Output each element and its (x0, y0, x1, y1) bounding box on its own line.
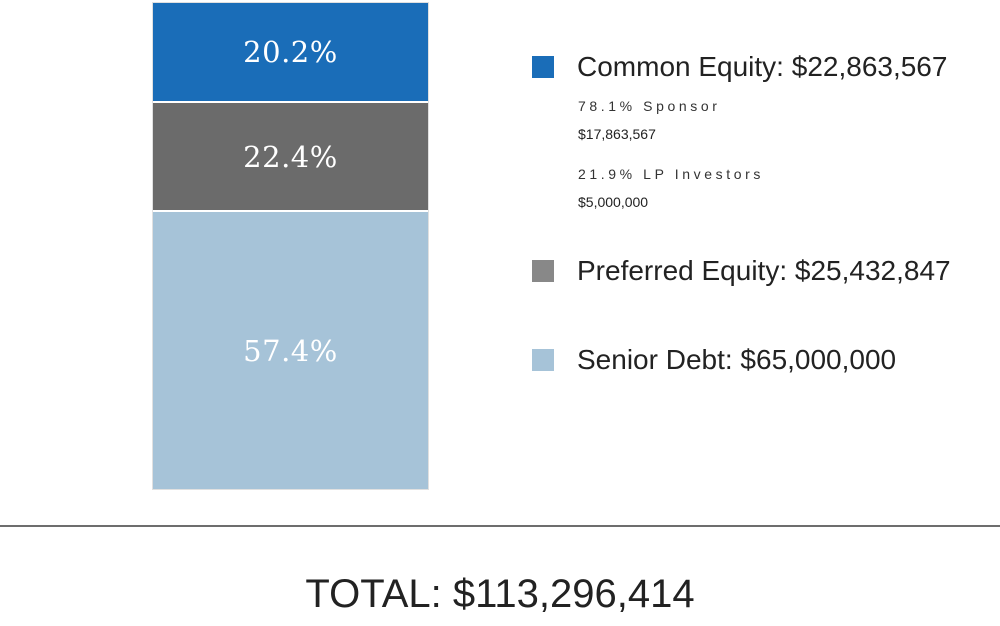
legend-swatch-senior-debt (532, 349, 554, 371)
bar-segment-preferred-equity: 22.4% (153, 101, 428, 211)
legend-label-senior-debt: Senior Debt: $65,000,000 (577, 344, 897, 375)
sponsor-amount-label: $17,863,567 (578, 126, 656, 142)
bar-segment-common-equity: 20.2% (153, 3, 428, 102)
legend-item-preferred-equity: Preferred Equity: $25,432,847 (532, 255, 951, 287)
lp-investors-amount-label: $5,000,000 (578, 194, 649, 210)
lp-investors-percent-label: 21.9% LP Investors (578, 166, 764, 182)
legend-label-preferred-equity: Preferred Equity: $25,432,847 (577, 255, 951, 286)
legend-swatch-common-equity (532, 56, 554, 78)
bar-segment-label-common-equity: 20.2% (243, 35, 338, 70)
legend-swatch-preferred-equity (532, 260, 554, 282)
stacked-bar: 57.4% 22.4% 20.2% (152, 2, 429, 490)
legend-item-common-equity: Common Equity: $22,863,567 (532, 51, 947, 83)
legend-label-common-equity: Common Equity: $22,863,567 (577, 51, 948, 82)
total-label: TOTAL: $113,296,414 (305, 572, 695, 616)
divider-line (0, 525, 1000, 527)
bar-segment-label-preferred-equity: 22.4% (243, 139, 338, 174)
bar-segment-label-senior-debt: 57.4% (243, 333, 338, 368)
legend-item-senior-debt: Senior Debt: $65,000,000 (532, 344, 896, 376)
sponsor-percent-label: 78.1% Sponsor (578, 98, 721, 114)
bar-segment-senior-debt: 57.4% (153, 210, 428, 489)
